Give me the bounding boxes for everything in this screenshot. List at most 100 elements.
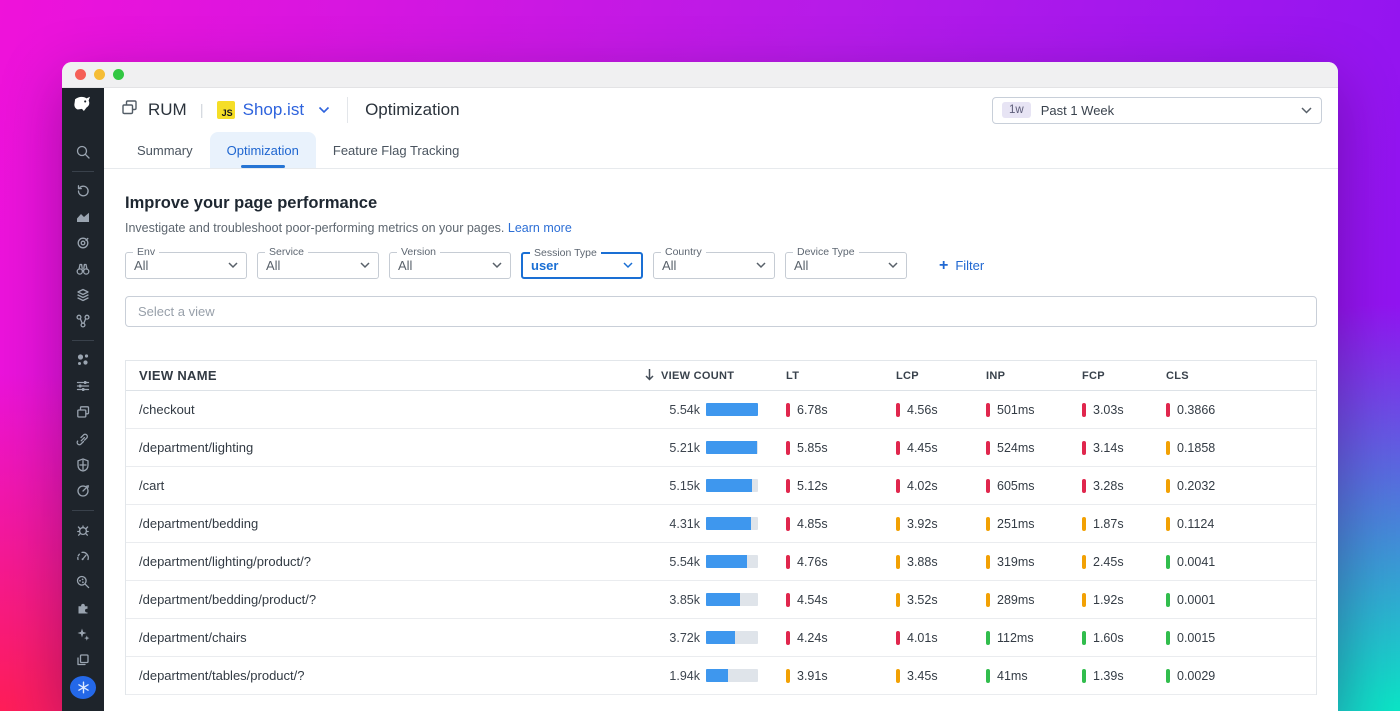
profiling-speed-icon[interactable]: [70, 545, 96, 566]
performance-gauge-icon[interactable]: [70, 480, 96, 501]
lt-cell[interactable]: 5.12s: [786, 478, 896, 493]
view-name-cell[interactable]: /department/bedding: [139, 516, 259, 531]
metrics-chart-icon[interactable]: [70, 206, 96, 227]
view-name-cell[interactable]: /department/tables/product/?: [139, 668, 305, 683]
lcp-cell[interactable]: 3.92s: [896, 516, 986, 531]
column-header-fcp[interactable]: FCP: [1082, 369, 1105, 382]
ai-sparkles-icon[interactable]: [70, 624, 96, 645]
filter-select-env[interactable]: Env All: [125, 246, 247, 279]
watchdog-binoculars-icon[interactable]: [70, 259, 96, 280]
security-shield-icon[interactable]: [70, 454, 96, 475]
cls-cell[interactable]: 0.0001: [1166, 592, 1316, 607]
tab-optimization[interactable]: Optimization: [209, 132, 316, 168]
view-name-cell[interactable]: /department/lighting/product/?: [139, 554, 311, 569]
table-row[interactable]: /department/bedding/product/? 3.85k 4.54…: [126, 581, 1316, 619]
fcp-cell[interactable]: 2.45s: [1082, 554, 1166, 569]
chevron-down-icon[interactable]: [318, 101, 330, 119]
app-selector-label[interactable]: Shop.ist: [242, 100, 305, 119]
filter-select-country[interactable]: Country All: [653, 246, 775, 279]
add-filter-button[interactable]: + Filter: [939, 256, 985, 274]
infrastructure-layers-icon[interactable]: [70, 285, 96, 306]
log-search-icon[interactable]: [70, 571, 96, 592]
column-header-view-count[interactable]: VIEW COUNT: [644, 368, 758, 384]
cls-cell[interactable]: 0.0041: [1166, 554, 1316, 569]
table-row[interactable]: /department/tables/product/? 1.94k 3.91s…: [126, 657, 1316, 695]
table-row[interactable]: /department/chairs 3.72k 4.24s 4.01s 112…: [126, 619, 1316, 657]
cls-cell[interactable]: 0.3866: [1166, 402, 1316, 417]
inp-cell[interactable]: 289ms: [986, 592, 1082, 607]
column-header-lcp[interactable]: LCP: [896, 369, 919, 382]
synthetics-link-icon[interactable]: [70, 428, 96, 449]
lcp-cell[interactable]: 4.45s: [896, 440, 986, 455]
cls-cell[interactable]: 0.1858: [1166, 440, 1316, 455]
pipelines-sliders-icon[interactable]: [70, 376, 96, 397]
lcp-cell[interactable]: 4.01s: [896, 630, 986, 645]
lt-cell[interactable]: 4.76s: [786, 554, 896, 569]
column-header-inp[interactable]: INP: [986, 369, 1006, 382]
inp-cell[interactable]: 112ms: [986, 630, 1082, 645]
notebooks-copy-icon[interactable]: [70, 650, 96, 671]
fcp-cell[interactable]: 3.03s: [1082, 402, 1166, 417]
tab-summary[interactable]: Summary: [137, 142, 193, 158]
lcp-cell[interactable]: 4.56s: [896, 402, 986, 417]
lcp-cell[interactable]: 3.45s: [896, 668, 986, 683]
view-name-cell[interactable]: /department/bedding/product/?: [139, 592, 317, 607]
filter-select-device-type[interactable]: Device Type All: [785, 246, 907, 279]
table-row[interactable]: /checkout 5.54k 6.78s 4.56s 501ms 3.03s …: [126, 391, 1316, 429]
cls-cell[interactable]: 0.2032: [1166, 478, 1316, 493]
lt-cell[interactable]: 4.85s: [786, 516, 896, 531]
datadog-logo-icon[interactable]: [70, 94, 96, 117]
rum-windows-icon[interactable]: [70, 402, 96, 423]
cls-cell[interactable]: 0.1124: [1166, 516, 1316, 531]
view-name-cell[interactable]: /department/chairs: [139, 630, 247, 645]
integrations-puzzle-icon[interactable]: [70, 597, 96, 618]
filter-select-service[interactable]: Service All: [257, 246, 379, 279]
lt-cell[interactable]: 3.91s: [786, 668, 896, 683]
lt-cell[interactable]: 4.54s: [786, 592, 896, 607]
column-header-view-name[interactable]: VIEW NAME: [139, 368, 217, 383]
inp-cell[interactable]: 319ms: [986, 554, 1082, 569]
view-name-cell[interactable]: /checkout: [139, 402, 195, 417]
inp-cell[interactable]: 251ms: [986, 516, 1082, 531]
table-row[interactable]: /cart 5.15k 5.12s 4.02s 605ms 3.28s 0.20…: [126, 467, 1316, 505]
table-row[interactable]: /department/lighting 5.21k 5.85s 4.45s 5…: [126, 429, 1316, 467]
time-range-picker[interactable]: 1w Past 1 Week: [992, 96, 1322, 124]
fcp-cell[interactable]: 1.87s: [1082, 516, 1166, 531]
maximize-window-button[interactable]: [113, 69, 124, 80]
lcp-cell[interactable]: 3.52s: [896, 592, 986, 607]
minimize-window-button[interactable]: [94, 69, 105, 80]
lt-cell[interactable]: 5.85s: [786, 440, 896, 455]
lt-cell[interactable]: 6.78s: [786, 402, 896, 417]
inp-cell[interactable]: 501ms: [986, 402, 1082, 417]
cls-cell[interactable]: 0.0015: [1166, 630, 1316, 645]
apm-target-icon[interactable]: [70, 233, 96, 254]
table-row[interactable]: /department/lighting/product/? 5.54k 4.7…: [126, 543, 1316, 581]
fcp-cell[interactable]: 3.14s: [1082, 440, 1166, 455]
fcp-cell[interactable]: 3.28s: [1082, 478, 1166, 493]
search-icon[interactable]: [70, 141, 96, 162]
lcp-cell[interactable]: 3.88s: [896, 554, 986, 569]
view-name-cell[interactable]: /department/lighting: [139, 440, 254, 455]
lcp-cell[interactable]: 4.02s: [896, 478, 986, 493]
error-bug-icon[interactable]: [70, 519, 96, 540]
processes-cluster-icon[interactable]: [70, 350, 96, 371]
table-row[interactable]: /department/bedding 4.31k 4.85s 3.92s 25…: [126, 505, 1316, 543]
column-header-cls[interactable]: CLS: [1166, 369, 1189, 382]
view-name-cell[interactable]: /cart: [139, 478, 165, 493]
fcp-cell[interactable]: 1.60s: [1082, 630, 1166, 645]
filter-select-version[interactable]: Version All: [389, 246, 511, 279]
service-flow-icon[interactable]: [70, 311, 96, 332]
column-header-lt[interactable]: LT: [786, 369, 800, 382]
close-window-button[interactable]: [75, 69, 86, 80]
inp-cell[interactable]: 605ms: [986, 478, 1082, 493]
inp-cell[interactable]: 524ms: [986, 440, 1082, 455]
inp-cell[interactable]: 41ms: [986, 668, 1082, 683]
cls-cell[interactable]: 0.0029: [1166, 668, 1316, 683]
fcp-cell[interactable]: 1.92s: [1082, 592, 1166, 607]
learn-more-link[interactable]: Learn more: [507, 221, 572, 235]
filter-select-session-type[interactable]: Session Type user: [521, 247, 643, 279]
history-icon[interactable]: [70, 180, 96, 201]
view-search-input[interactable]: [125, 296, 1317, 327]
lt-cell[interactable]: 4.24s: [786, 630, 896, 645]
bits-ai-icon[interactable]: [70, 675, 96, 699]
